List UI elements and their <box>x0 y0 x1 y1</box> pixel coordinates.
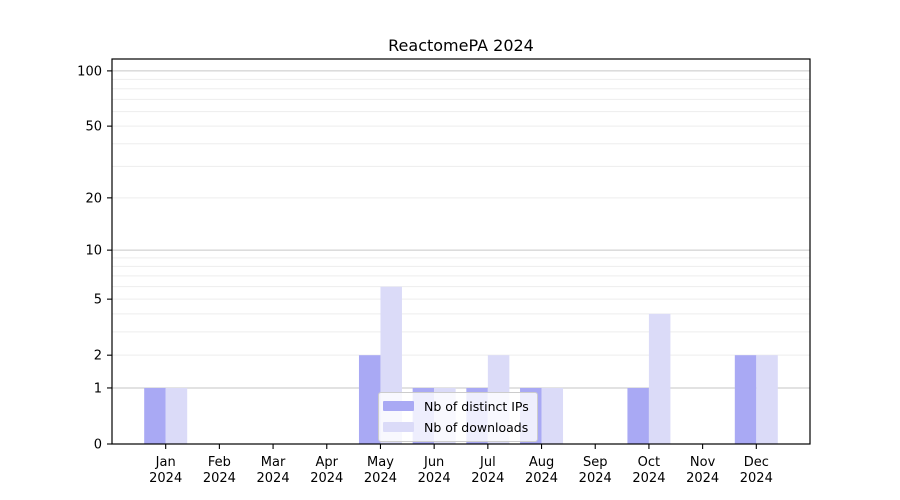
legend-label-downloads: Nb of downloads <box>424 419 529 435</box>
legend-swatch-distinct-ips <box>383 401 414 411</box>
bar-downloads-Jan-2024 <box>165 387 188 444</box>
x-tick-label-year: 2024 <box>203 471 236 486</box>
x-tick-label-month: May <box>367 455 394 470</box>
chart-title: ReactomePA 2024 <box>388 36 534 55</box>
bar-downloads-Oct-2024 <box>648 313 671 444</box>
x-tick-label-month: Dec <box>744 455 769 470</box>
x-tick-label-year: 2024 <box>579 471 612 486</box>
x-tick-label-month: Feb <box>208 455 231 470</box>
y-tick-label: 5 <box>94 293 102 308</box>
x-tick-label-month: Jan <box>155 455 176 470</box>
plot-frame <box>111 58 811 445</box>
x-tick-label-month: Jul <box>479 455 496 470</box>
x-tick-label-year: 2024 <box>525 471 558 486</box>
x-tick-label-year: 2024 <box>257 471 290 486</box>
x-tick-label-month: Jun <box>423 455 444 470</box>
bar-distinct-ips-Dec-2024 <box>734 355 757 444</box>
y-tick-label: 0 <box>94 438 102 453</box>
x-tick-label-year: 2024 <box>364 471 397 486</box>
y-tick-label: 100 <box>77 64 102 79</box>
x-tick-label-year: 2024 <box>310 471 343 486</box>
legend-label-distinct-ips: Nb of distinct IPs <box>424 398 529 414</box>
bar-distinct-ips-May-2024 <box>358 355 381 444</box>
x-tick-label-month: Apr <box>316 455 339 470</box>
bar-distinct-ips-Jan-2024 <box>144 387 166 444</box>
legend-item-distinct-ips: Nb of distinct IPs <box>383 396 529 416</box>
x-tick-label-year: 2024 <box>149 471 182 486</box>
y-tick-label: 2 <box>94 349 102 364</box>
x-tick-label-year: 2024 <box>471 471 504 486</box>
y-tick-label: 1 <box>94 381 102 396</box>
x-tick-label-month: Nov <box>690 455 716 470</box>
bar-distinct-ips-Oct-2024 <box>627 387 649 444</box>
x-tick-label-month: Mar <box>261 455 286 470</box>
x-tick-label-year: 2024 <box>632 471 665 486</box>
legend-swatch-downloads <box>383 422 414 432</box>
x-tick-label-month: Sep <box>583 455 608 470</box>
chart-legend: Nb of distinct IPs Nb of downloads <box>378 392 538 442</box>
bar-downloads-Dec-2024 <box>756 355 778 444</box>
x-tick-label-year: 2024 <box>740 471 773 486</box>
x-tick-label-month: Aug <box>529 455 554 470</box>
x-tick-label-month: Oct <box>638 455 660 470</box>
x-tick-label-year: 2024 <box>686 471 719 486</box>
x-tick-label-year: 2024 <box>418 471 451 486</box>
y-tick-label: 20 <box>85 191 102 206</box>
legend-item-downloads: Nb of downloads <box>383 417 529 437</box>
bar-downloads-Aug-2024 <box>541 387 564 444</box>
y-tick-label: 10 <box>85 244 102 259</box>
y-tick-label: 50 <box>85 120 102 135</box>
